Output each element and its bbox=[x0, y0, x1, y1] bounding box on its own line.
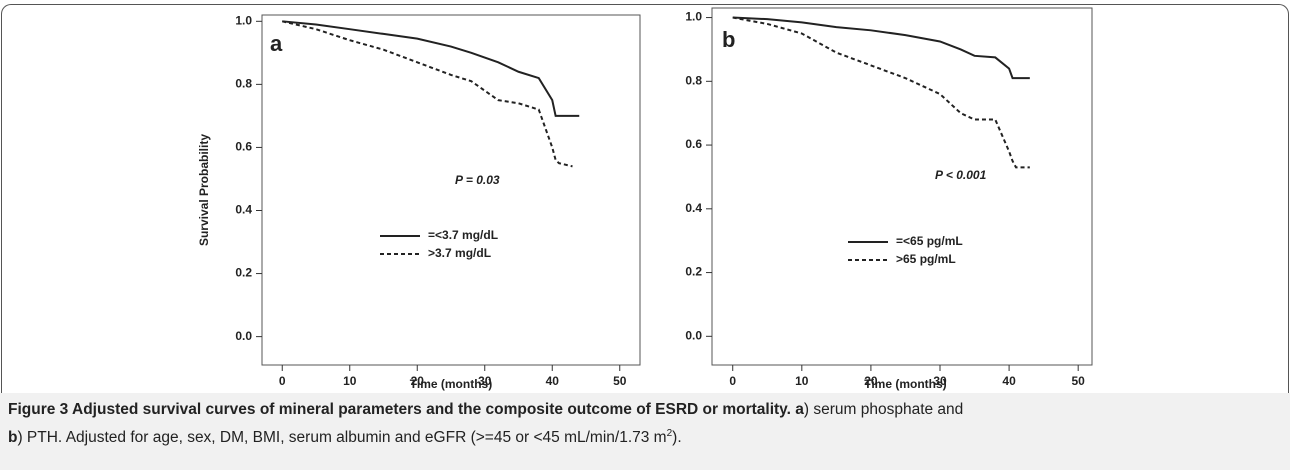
x-axis-label: Time (months) bbox=[410, 377, 492, 391]
x-tick-label: 20 bbox=[411, 374, 425, 388]
x-tick-label: 20 bbox=[864, 374, 878, 388]
panel-label: b bbox=[722, 27, 735, 52]
x-tick-label: 0 bbox=[279, 374, 286, 388]
y-tick-label: 0.2 bbox=[235, 266, 252, 280]
annotation: P = 0.03 bbox=[455, 173, 500, 187]
survival-curve bbox=[282, 20, 580, 117]
panel-label: a bbox=[270, 31, 283, 56]
y-tick-label: 0.2 bbox=[685, 265, 702, 279]
figure-frame bbox=[1, 4, 1289, 393]
x-tick-label: 40 bbox=[1002, 374, 1016, 388]
legend-label: =<3.7 mg/dL bbox=[428, 228, 498, 242]
x-tick-label: 50 bbox=[613, 374, 627, 388]
caption-text: ). bbox=[672, 429, 682, 447]
y-tick-label: 0.8 bbox=[235, 77, 252, 91]
x-tick-label: 30 bbox=[933, 374, 947, 388]
x-tick-label: 0 bbox=[729, 374, 736, 388]
x-tick-label: 50 bbox=[1072, 374, 1086, 388]
legend-label: >65 pg/mL bbox=[896, 252, 956, 266]
caption-text: a bbox=[795, 401, 804, 418]
x-tick-label: 30 bbox=[478, 374, 492, 388]
figure: 0.0 0.2 0.4 0.6 0.8 1.0 0 10 20 30 40 50 Time (month… bbox=[197, 7, 1093, 391]
y-tick-label: 0.6 bbox=[235, 140, 252, 154]
survival-curve bbox=[282, 20, 573, 168]
caption-text: b bbox=[8, 429, 18, 447]
survival-curve bbox=[732, 16, 1030, 80]
x-tick-label: 40 bbox=[546, 374, 560, 388]
y-axis-label: Survival Probability bbox=[197, 134, 211, 246]
caption-text: ) serum phosphate and bbox=[803, 401, 964, 418]
caption-title: Figure 3 Adjusted survival curves of min… bbox=[8, 401, 791, 418]
x-tick-label: 10 bbox=[795, 374, 809, 388]
x-tick-label: 10 bbox=[343, 374, 357, 388]
caption-text: ) PTH. Adjusted for age, sex, DM, BMI, s… bbox=[17, 429, 667, 447]
y-tick-label: 0.6 bbox=[685, 137, 702, 151]
y-tick-label: 1.0 bbox=[235, 13, 252, 27]
y-tick-label: 0.4 bbox=[685, 201, 702, 215]
plot-area bbox=[711, 7, 1093, 366]
y-tick-label: 1.0 bbox=[685, 10, 702, 24]
y-tick-label: 0.0 bbox=[235, 329, 252, 343]
y-tick-label: 0.8 bbox=[685, 73, 702, 87]
legend-label: =<65 pg/mL bbox=[896, 234, 963, 248]
y-tick-label: 0.0 bbox=[685, 328, 702, 342]
legend-label: >3.7 mg/dL bbox=[428, 246, 491, 260]
plot-area bbox=[261, 14, 641, 366]
annotation: P < 0.001 bbox=[935, 168, 987, 182]
x-axis-label: Time (months) bbox=[864, 377, 946, 391]
caption-text: 2 bbox=[666, 428, 673, 439]
y-tick-label: 0.4 bbox=[235, 203, 252, 217]
caption: Figure 3 Adjusted survival curves of min… bbox=[0, 393, 1290, 470]
survival-curve bbox=[732, 16, 1030, 169]
